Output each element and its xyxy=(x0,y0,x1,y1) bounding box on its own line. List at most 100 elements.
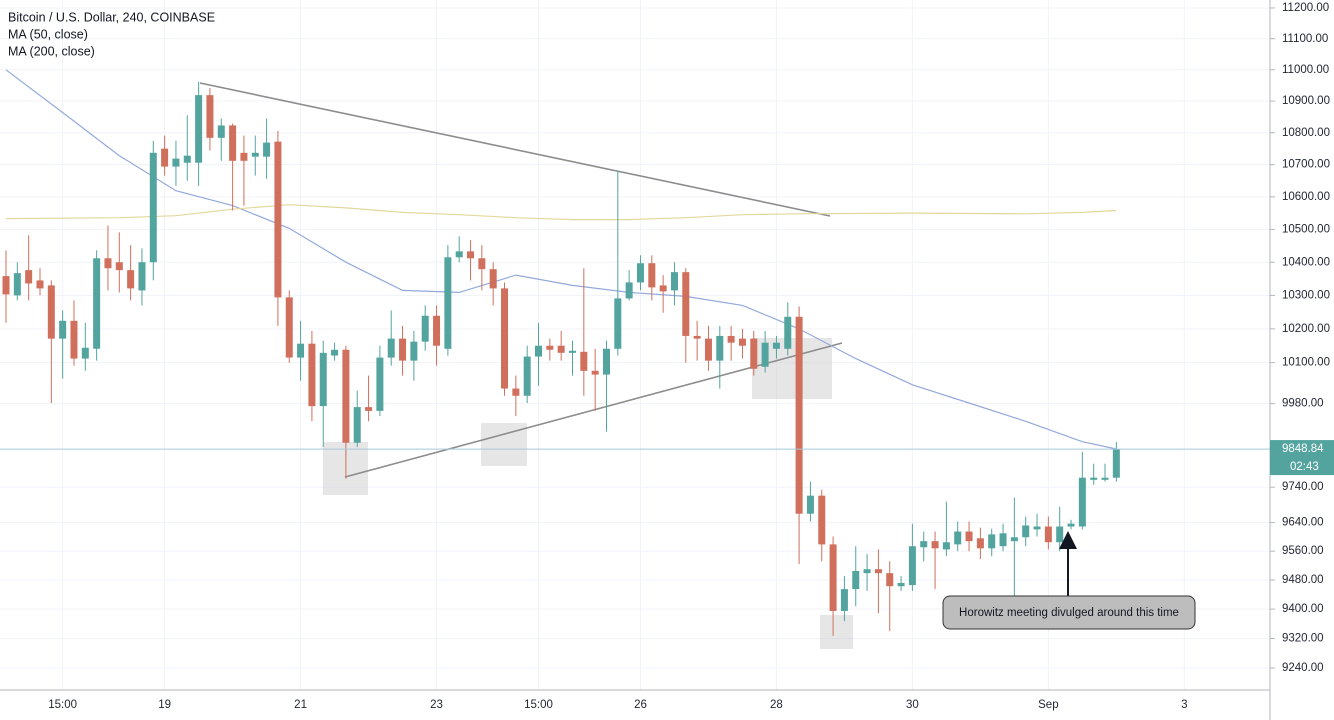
candle-body xyxy=(693,335,701,339)
moving-average-line xyxy=(5,69,1117,450)
candle-body xyxy=(999,533,1007,547)
x-tick-label: Sep xyxy=(1038,699,1058,711)
candle-body xyxy=(183,155,191,163)
candle-body xyxy=(2,276,10,295)
candle-body xyxy=(772,342,780,349)
x-tick-label: 15:00 xyxy=(524,699,553,711)
x-tick-label: 3 xyxy=(1181,699,1187,711)
candle-body xyxy=(863,569,871,574)
candle-body xyxy=(1112,449,1120,478)
candle-body xyxy=(908,546,916,586)
candle-body xyxy=(1022,525,1030,538)
moving-average-line xyxy=(5,204,1117,221)
candle-body xyxy=(93,258,101,349)
candle-body xyxy=(1033,526,1041,530)
candle-body xyxy=(625,282,633,299)
y-tick-label: 9320.00 xyxy=(1282,632,1324,644)
candle-body xyxy=(1056,526,1064,543)
candle-body xyxy=(716,335,724,361)
y-tick-label: 10700.00 xyxy=(1282,159,1330,171)
candle-body xyxy=(206,95,214,138)
candle-body xyxy=(127,270,135,289)
y-tick-label: 10400.00 xyxy=(1282,256,1330,268)
candle-body xyxy=(806,495,814,514)
candle-body xyxy=(704,338,712,361)
candle-body xyxy=(297,343,305,358)
candle-body xyxy=(648,263,656,288)
y-tick-label: 10300.00 xyxy=(1282,289,1330,301)
candle-body xyxy=(840,589,848,611)
candle-body xyxy=(523,356,531,396)
candle-body xyxy=(104,258,112,269)
candle-body xyxy=(931,541,939,549)
candle-body xyxy=(738,338,746,346)
candle-body xyxy=(421,315,429,342)
y-tick-label: 11200.00 xyxy=(1282,2,1329,14)
candle-body xyxy=(240,152,248,161)
candle-body xyxy=(70,320,78,359)
candle-body xyxy=(659,285,667,292)
candle-body xyxy=(387,338,395,358)
candle-body xyxy=(478,258,486,270)
axes: 11200.00 11100.00 11000.00 10900.00 10800.00… xyxy=(48,2,1334,711)
y-tick-label: 11100.00 xyxy=(1282,33,1328,45)
arrow-head xyxy=(1059,531,1077,549)
x-tick-label: 23 xyxy=(430,699,443,711)
candle-body xyxy=(285,297,293,358)
candle-body xyxy=(874,569,882,574)
candle-body xyxy=(331,349,339,356)
candle-body xyxy=(161,148,169,167)
candle-body xyxy=(569,350,576,353)
y-tick-label: 9560.00 xyxy=(1282,545,1324,557)
candle-body xyxy=(580,351,588,371)
candle-body xyxy=(36,280,44,289)
candle-body xyxy=(115,262,123,271)
candle-body xyxy=(897,582,905,587)
candle-body xyxy=(274,141,282,298)
candle-body xyxy=(886,573,894,587)
candle-body xyxy=(433,315,441,346)
x-tick-label: 28 xyxy=(770,699,783,711)
y-tick-label: 9400.00 xyxy=(1282,603,1324,615)
y-tick-label: 10800.00 xyxy=(1282,127,1330,139)
candle-body xyxy=(138,262,146,291)
x-tick-label: 15:00 xyxy=(48,699,77,711)
candle-body xyxy=(25,270,33,284)
candle-body xyxy=(614,298,622,349)
candle-body xyxy=(410,341,418,361)
candle-body xyxy=(467,251,475,259)
trend-line xyxy=(344,342,843,478)
candle-body xyxy=(761,342,769,367)
candle-body xyxy=(682,272,690,336)
last-price-box xyxy=(1270,440,1334,476)
y-tick-label: 9480.00 xyxy=(1282,574,1324,586)
legend: Bitcoin / U.S. Dollar, 240, COINBASE MA … xyxy=(8,10,215,58)
candle-body xyxy=(59,320,67,339)
candle-body xyxy=(501,288,509,389)
candle-body xyxy=(818,495,826,545)
x-tick-label: 30 xyxy=(906,699,919,711)
x-tick-label: 26 xyxy=(634,699,647,711)
candle-body xyxy=(172,158,180,167)
grid xyxy=(0,0,1270,690)
candle-body xyxy=(308,343,316,407)
candle-body xyxy=(852,571,860,590)
candle-body xyxy=(251,152,259,157)
candle-body xyxy=(319,352,327,407)
legend-entry: MA (50, close) xyxy=(8,27,88,41)
candle-body xyxy=(455,251,463,258)
candle-body xyxy=(942,542,950,550)
last-price-label: 9848.84 xyxy=(1282,443,1324,455)
candle-body xyxy=(920,541,928,548)
x-tick-label: 21 xyxy=(294,699,307,711)
y-tick-label: 9240.00 xyxy=(1282,662,1324,674)
candle-body xyxy=(795,316,803,514)
candle-body xyxy=(353,407,361,443)
y-tick-label: 10100.00 xyxy=(1282,357,1330,369)
candle-body xyxy=(727,335,735,343)
candle-body xyxy=(13,273,21,296)
candle-body xyxy=(636,263,644,283)
y-tick-label: 10900.00 xyxy=(1282,95,1330,107)
candle-body xyxy=(1010,537,1018,542)
